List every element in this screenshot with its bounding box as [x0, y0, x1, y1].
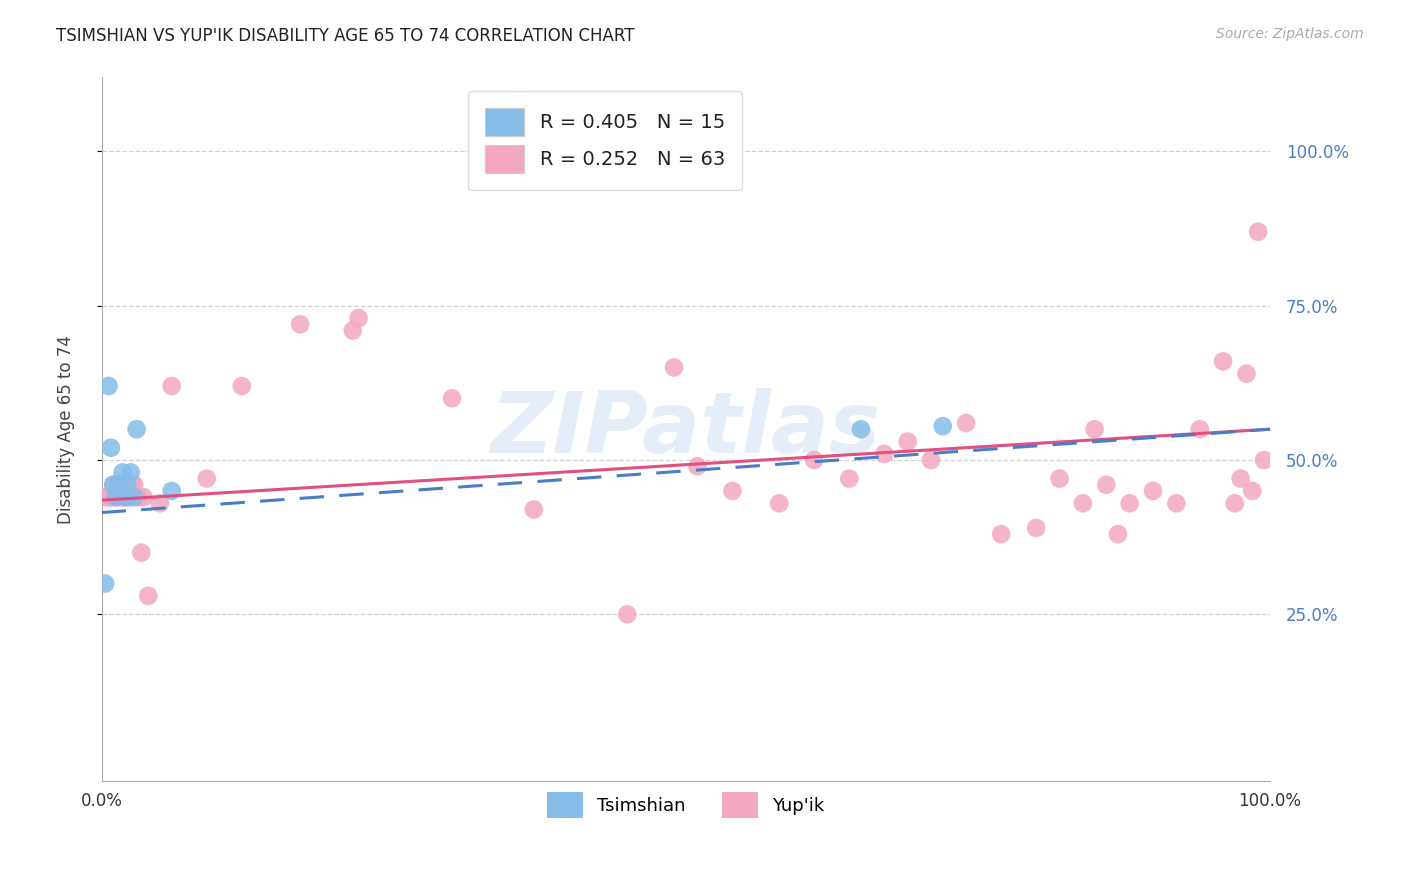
Point: [849, 422, 872, 436]
Point: [721, 483, 744, 498]
Point: [1071, 496, 1094, 510]
Point: [103, 477, 125, 491]
Point: [132, 490, 155, 504]
Point: [120, 490, 142, 504]
Point: [1025, 521, 1047, 535]
Point: [1236, 367, 1258, 381]
Point: [104, 490, 127, 504]
Point: [920, 453, 942, 467]
Point: [1212, 354, 1234, 368]
Point: [136, 589, 159, 603]
Point: [1118, 496, 1140, 510]
Point: [1049, 472, 1071, 486]
Point: [873, 447, 896, 461]
Point: [111, 490, 134, 504]
Point: [108, 477, 131, 491]
Text: ZIPatlas: ZIPatlas: [491, 388, 880, 471]
Point: [932, 419, 955, 434]
Point: [1241, 483, 1264, 498]
Point: [121, 477, 143, 491]
Point: [1084, 422, 1107, 436]
Point: [94, 490, 117, 504]
Point: [1142, 483, 1164, 498]
Point: [100, 441, 122, 455]
Point: [1107, 527, 1129, 541]
Point: [160, 379, 183, 393]
Point: [1223, 496, 1246, 510]
Point: [1166, 496, 1188, 510]
Point: [1095, 477, 1118, 491]
Point: [120, 466, 142, 480]
Point: [103, 477, 125, 491]
Point: [838, 472, 860, 486]
Point: [1229, 472, 1251, 486]
Point: [117, 490, 139, 504]
Point: [1247, 225, 1270, 239]
Point: [105, 490, 128, 504]
Point: [98, 490, 121, 504]
Point: [97, 379, 120, 393]
Text: Source: ZipAtlas.com: Source: ZipAtlas.com: [1216, 27, 1364, 41]
Y-axis label: Disability Age 65 to 74: Disability Age 65 to 74: [58, 334, 75, 524]
Point: [117, 490, 139, 504]
Point: [1253, 453, 1275, 467]
Point: [195, 472, 218, 486]
Point: [103, 490, 125, 504]
Point: [125, 490, 148, 504]
Text: TSIMSHIAN VS YUP'IK DISABILITY AGE 65 TO 74 CORRELATION CHART: TSIMSHIAN VS YUP'IK DISABILITY AGE 65 TO…: [56, 27, 634, 45]
Point: [114, 477, 136, 491]
Point: [96, 490, 118, 504]
Point: [662, 360, 685, 375]
Point: [342, 323, 364, 337]
Point: [94, 576, 117, 591]
Point: [686, 459, 709, 474]
Point: [129, 546, 152, 560]
Point: [1188, 422, 1211, 436]
Legend: Tsimshian, Yup'ik: Tsimshian, Yup'ik: [540, 785, 832, 825]
Point: [111, 466, 134, 480]
Point: [616, 607, 638, 622]
Point: [100, 490, 122, 504]
Point: [114, 490, 136, 504]
Point: [990, 527, 1012, 541]
Point: [117, 477, 139, 491]
Point: [104, 490, 127, 504]
Point: [125, 422, 148, 436]
Point: [955, 416, 977, 430]
Point: [108, 477, 131, 491]
Point: [111, 477, 134, 491]
Point: [110, 490, 132, 504]
Point: [803, 453, 825, 467]
Point: [124, 490, 146, 504]
Point: [108, 490, 131, 504]
Point: [114, 490, 136, 504]
Point: [128, 490, 150, 504]
Point: [231, 379, 253, 393]
Point: [897, 434, 920, 449]
Point: [288, 318, 311, 332]
Point: [149, 496, 172, 510]
Point: [441, 392, 464, 406]
Point: [768, 496, 790, 510]
Point: [160, 483, 183, 498]
Point: [347, 311, 370, 326]
Point: [124, 477, 146, 491]
Point: [523, 502, 546, 516]
